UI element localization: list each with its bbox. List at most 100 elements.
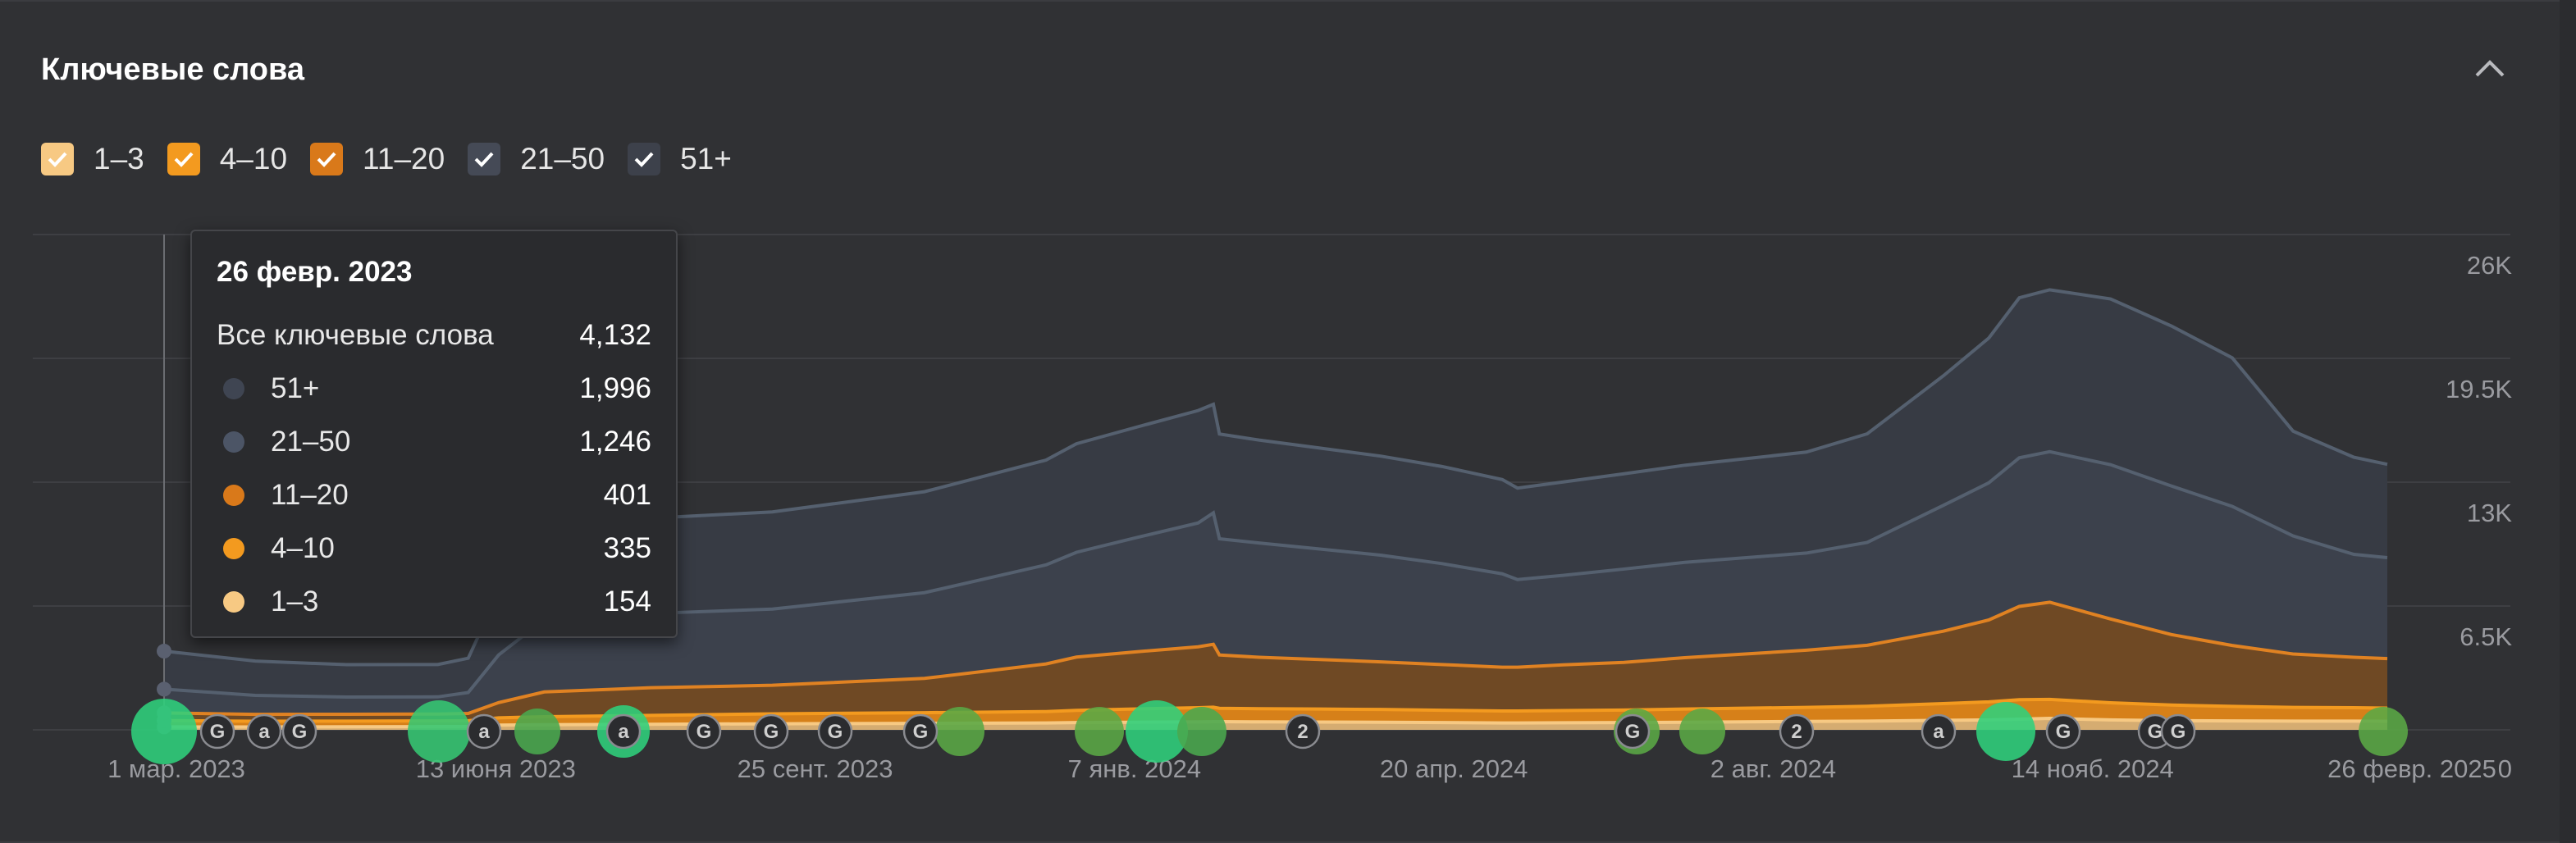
event-marker-label: G bbox=[292, 721, 308, 743]
event-marker-icon bbox=[246, 713, 282, 750]
tooltip-total-label: Все ключевые слова bbox=[217, 318, 494, 351]
panel-title: Ключевые слова bbox=[41, 52, 305, 87]
legend-label-4-10: 4–10 bbox=[219, 142, 288, 175]
event-marker-label: a bbox=[258, 721, 270, 743]
event-marker-label: G bbox=[697, 721, 712, 743]
check-icon bbox=[174, 152, 194, 167]
event-marker-label: G bbox=[2148, 721, 2163, 743]
check-icon bbox=[474, 152, 494, 167]
annotation-marker bbox=[1679, 709, 1725, 754]
x-tick-label: 2 авг. 2024 bbox=[1710, 754, 1836, 783]
annotation-marker bbox=[1075, 707, 1124, 756]
event-marker-icon bbox=[753, 713, 789, 750]
area-11–20 bbox=[164, 602, 2387, 722]
y-tick-label: 13K bbox=[2467, 499, 2512, 527]
tooltip-row: 4–10 335 bbox=[217, 522, 651, 575]
checkbox-4-10[interactable] bbox=[167, 143, 200, 175]
tooltip-row-value: 401 bbox=[603, 478, 651, 511]
legend-label-51-plus: 51+ bbox=[680, 142, 732, 175]
legend-item-51-plus[interactable]: 51+ bbox=[628, 142, 732, 176]
chevron-up-icon[interactable] bbox=[2473, 56, 2506, 80]
legend-label-21-50: 21–50 bbox=[520, 142, 605, 175]
tooltip-total-row: Все ключевые слова 4,132 bbox=[217, 308, 651, 362]
tooltip-row: 1–3 154 bbox=[217, 575, 651, 628]
series-dot-icon bbox=[223, 431, 244, 453]
event-marker-label: 2 bbox=[1297, 721, 1308, 743]
x-tick-label: 20 апр. 2024 bbox=[1380, 754, 1528, 783]
legend-item-4-10[interactable]: 4–10 bbox=[167, 142, 287, 176]
tooltip-row: 11–20 401 bbox=[217, 468, 651, 522]
annotation-marker bbox=[1976, 702, 2035, 761]
event-marker-icon bbox=[1779, 713, 1815, 750]
x-tick-label: 25 сент. 2023 bbox=[738, 754, 893, 783]
event-marker-icon bbox=[1615, 713, 1651, 750]
hover-point bbox=[157, 681, 171, 697]
event-marker-icon bbox=[2160, 713, 2196, 750]
series-dot-icon bbox=[223, 377, 244, 399]
tooltip-row-value: 335 bbox=[603, 531, 651, 564]
event-marker-icon bbox=[2045, 713, 2081, 750]
checkbox-51-plus[interactable] bbox=[628, 143, 661, 175]
event-marker-icon bbox=[902, 713, 939, 750]
tooltip-row-label: 51+ bbox=[271, 371, 320, 404]
area-51+ bbox=[164, 289, 2387, 698]
y-tick-label: 0 bbox=[2498, 754, 2512, 783]
tooltip-row: 21–50 1,246 bbox=[217, 415, 651, 468]
annotation-marker bbox=[514, 709, 560, 754]
checkbox-21-50[interactable] bbox=[468, 143, 501, 175]
annotation-marker bbox=[131, 699, 197, 764]
legend-item-1-3[interactable]: 1–3 bbox=[41, 142, 144, 176]
legend: 1–3 4–10 11–20 21–50 51+ bbox=[41, 139, 755, 179]
series-dot-icon bbox=[223, 484, 244, 506]
event-marker-icon bbox=[199, 713, 235, 750]
chart-tooltip: 26 февр. 2023 Все ключевые слова 4,132 5… bbox=[190, 230, 678, 638]
y-tick-label: 19.5K bbox=[2446, 375, 2512, 403]
annotation-marker bbox=[935, 707, 984, 756]
annotation-marker bbox=[2359, 707, 2408, 756]
event-marker-label: a bbox=[1933, 721, 1944, 743]
tooltip-row-label: 21–50 bbox=[271, 425, 351, 458]
event-marker-icon bbox=[605, 713, 642, 750]
legend-label-11-20: 11–20 bbox=[363, 142, 445, 175]
event-marker-icon bbox=[817, 713, 853, 750]
check-icon bbox=[48, 152, 67, 167]
check-icon bbox=[634, 152, 654, 167]
event-marker-label: G bbox=[2056, 721, 2071, 743]
tooltip-row-label: 4–10 bbox=[271, 531, 335, 564]
event-marker-label: G bbox=[764, 721, 779, 743]
hover-point bbox=[157, 644, 171, 659]
checkbox-1-3[interactable] bbox=[41, 143, 74, 175]
x-tick-label: 14 нояб. 2024 bbox=[2012, 754, 2174, 783]
tooltip-row-value: 154 bbox=[603, 585, 651, 617]
event-marker-label: G bbox=[1625, 721, 1641, 743]
tooltip-row-label: 11–20 bbox=[271, 478, 349, 511]
event-marker-icon bbox=[686, 713, 722, 750]
event-marker-icon bbox=[281, 713, 317, 750]
check-icon bbox=[317, 152, 336, 167]
event-marker-label: a bbox=[618, 721, 629, 743]
tooltip-row-value: 1,246 bbox=[579, 425, 651, 458]
series-dot-icon bbox=[223, 537, 244, 559]
event-marker-label: 2 bbox=[1791, 721, 1802, 743]
y-tick-label: 6.5K bbox=[2460, 622, 2512, 651]
x-tick-label: 7 янв. 2024 bbox=[1068, 754, 1201, 783]
tooltip-date: 26 февр. 2023 bbox=[217, 256, 413, 288]
annotation-marker bbox=[408, 700, 470, 763]
series-line-11–20 bbox=[163, 600, 2388, 717]
area-21–50 bbox=[164, 451, 2387, 715]
event-marker-label: G bbox=[913, 721, 929, 743]
event-marker-icon bbox=[1285, 713, 1321, 750]
series-dot-icon bbox=[223, 590, 244, 613]
event-marker-icon bbox=[466, 713, 502, 750]
legend-item-21-50[interactable]: 21–50 bbox=[468, 142, 605, 176]
checkbox-11-20[interactable] bbox=[310, 143, 344, 175]
annotation-marker bbox=[1126, 700, 1188, 763]
event-marker-label: G bbox=[828, 721, 843, 743]
annotation-marker bbox=[1177, 707, 1226, 756]
tooltip-total-value: 4,132 bbox=[579, 318, 651, 351]
legend-label-1-3: 1–3 bbox=[94, 142, 144, 175]
legend-item-11-20[interactable]: 11–20 bbox=[310, 142, 445, 176]
y-tick-label: 26K bbox=[2467, 251, 2512, 280]
event-marker-label: G bbox=[210, 721, 226, 743]
